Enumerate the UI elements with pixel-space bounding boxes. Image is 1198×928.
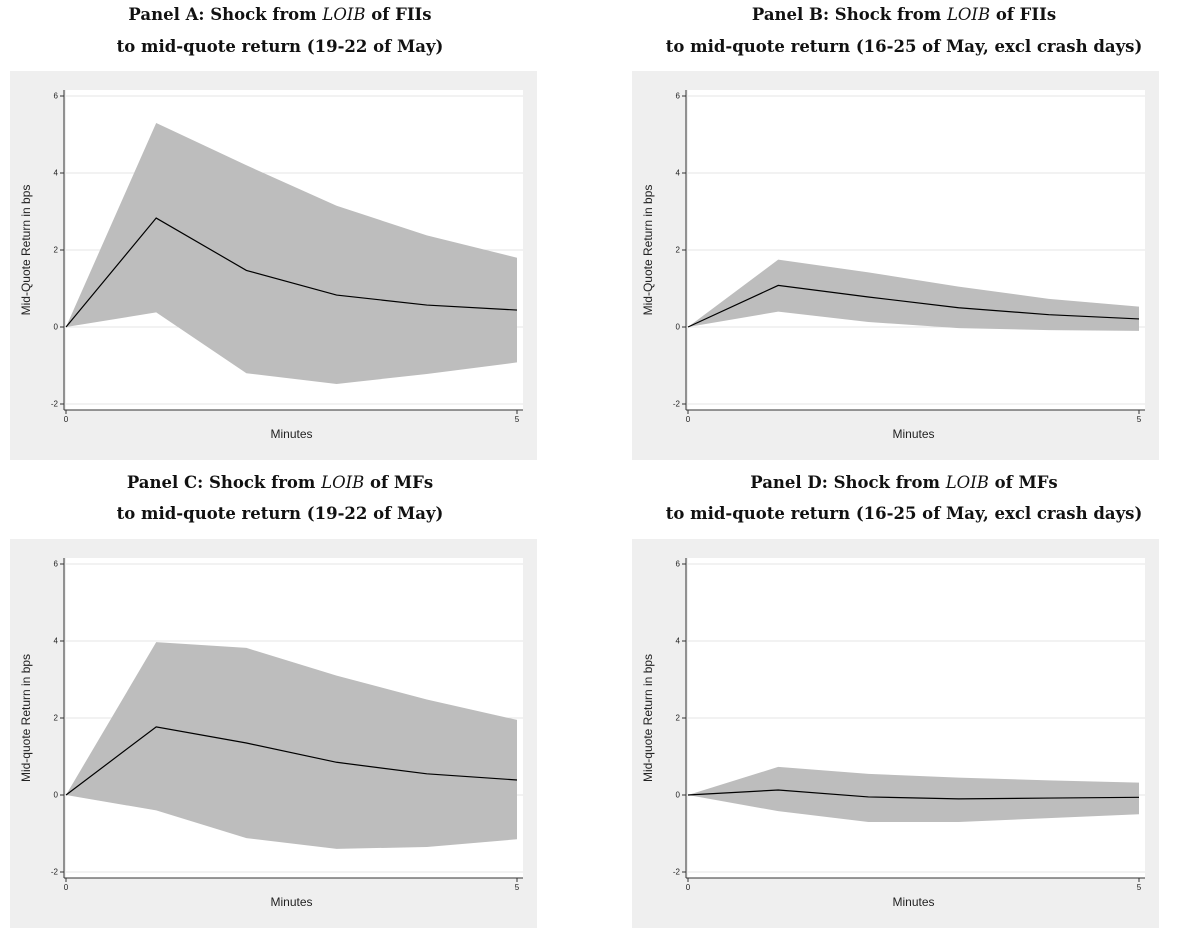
y-tick-label: 4 (676, 637, 681, 646)
title-variable: LOIB (945, 473, 989, 492)
y-tick-label: -2 (673, 400, 681, 409)
y-tick-label: 2 (676, 246, 681, 255)
y-tick-label: 0 (54, 323, 59, 332)
x-tick-label: 0 (64, 883, 69, 892)
confidence-band (66, 642, 517, 849)
panel-title-line2: to mid-quote return (16-25 of May, excl … (665, 504, 1143, 523)
title-variable: LOIB (322, 5, 366, 24)
confidence-band (66, 122, 517, 384)
irf-line (65, 217, 518, 328)
y-tick-label: -2 (673, 868, 681, 877)
chart-c: -2 0 2 4 6 0 5 Minutes Mid-quote Return in bps (10, 539, 537, 928)
y-axis-label: Mid-quote Return in bps (19, 654, 33, 782)
y-axis-label: Mid-Quote Return in bps (641, 185, 655, 316)
panel-b: Panel B: Shock from LOIB of FIIs to mid-… (610, 0, 1198, 462)
x-tick-label: 5 (515, 415, 520, 424)
panel-title-line2: to mid-quote return (19-22 of May) (116, 504, 444, 523)
panel-title-line2: to mid-quote return (19-22 of May) (116, 37, 444, 56)
title-prefix: Panel A: Shock from (128, 5, 323, 24)
title-prefix: Panel C: Shock from (126, 473, 322, 492)
y-tick-label: 2 (54, 246, 59, 255)
y-tick-label: 6 (676, 560, 681, 569)
irf-line (687, 789, 1140, 800)
panel-title-line2: to mid-quote return (16-25 of May, excl … (665, 37, 1143, 56)
chart-b: -2 0 2 4 6 0 5 Minutes Mid-Quote Return in bps (632, 71, 1159, 460)
y-tick-label: 4 (676, 169, 681, 178)
title-prefix: Panel B: Shock from (751, 5, 947, 24)
y-tick-label: 6 (54, 92, 59, 101)
title-variable: LOIB (321, 473, 365, 492)
x-tick-label: 5 (1137, 415, 1142, 424)
y-tick-label: 4 (54, 169, 59, 178)
panel-title-line1: Panel C: Shock from LOIB of MFs (0, 473, 560, 492)
title-suffix: of FIIs (365, 5, 432, 24)
panel-a: Panel A: Shock from LOIB of FIIs to mid-… (0, 0, 560, 462)
x-axis-label: Minutes (892, 895, 934, 909)
x-axis-label: Minutes (270, 895, 312, 909)
panel-title-line1: Panel A: Shock from LOIB of FIIs (0, 5, 560, 24)
title-prefix: Panel D: Shock from (750, 473, 946, 492)
confidence-band (688, 766, 1139, 822)
x-tick-label: 0 (686, 415, 691, 424)
y-tick-label: 2 (676, 714, 681, 723)
title-variable: LOIB (946, 5, 991, 24)
chart-a: -2 0 2 4 6 0 5 Minutes Mid-Quote Return in bps (10, 71, 537, 460)
y-tick-label: 4 (54, 637, 59, 646)
panel-c: Panel C: Shock from LOIB of MFs to mid-q… (0, 468, 560, 928)
panel-title-line1: Panel B: Shock from LOIB of FIIs (610, 5, 1198, 24)
y-tick-label: 2 (54, 714, 59, 723)
y-axis-label: Mid-Quote Return in bps (19, 185, 33, 316)
chart-d: -2 0 2 4 6 0 5 Minutes Mid-quote Return in bps (632, 539, 1159, 928)
y-tick-label: 6 (54, 560, 59, 569)
y-tick-label: -2 (51, 400, 59, 409)
y-tick-label: 6 (676, 92, 681, 101)
y-tick-label: 0 (54, 791, 59, 800)
irf-line (687, 284, 1140, 328)
x-tick-label: 5 (1137, 883, 1142, 892)
irf-line (65, 726, 518, 796)
title-suffix: of MFs (988, 473, 1058, 492)
title-suffix: of MFs (364, 473, 434, 492)
x-axis-label: Minutes (270, 427, 312, 441)
x-tick-label: 0 (686, 883, 691, 892)
title-suffix: of FIIs (990, 5, 1057, 24)
y-tick-label: 0 (676, 791, 681, 800)
x-tick-label: 0 (64, 415, 69, 424)
panel-d: Panel D: Shock from LOIB of MFs to mid-q… (610, 468, 1198, 928)
y-axis-label: Mid-quote Return in bps (641, 654, 655, 782)
y-tick-label: 0 (676, 323, 681, 332)
x-tick-label: 5 (515, 883, 520, 892)
panel-title-line1: Panel D: Shock from LOIB of MFs (610, 473, 1198, 492)
y-tick-label: -2 (51, 868, 59, 877)
x-axis-label: Minutes (892, 427, 934, 441)
